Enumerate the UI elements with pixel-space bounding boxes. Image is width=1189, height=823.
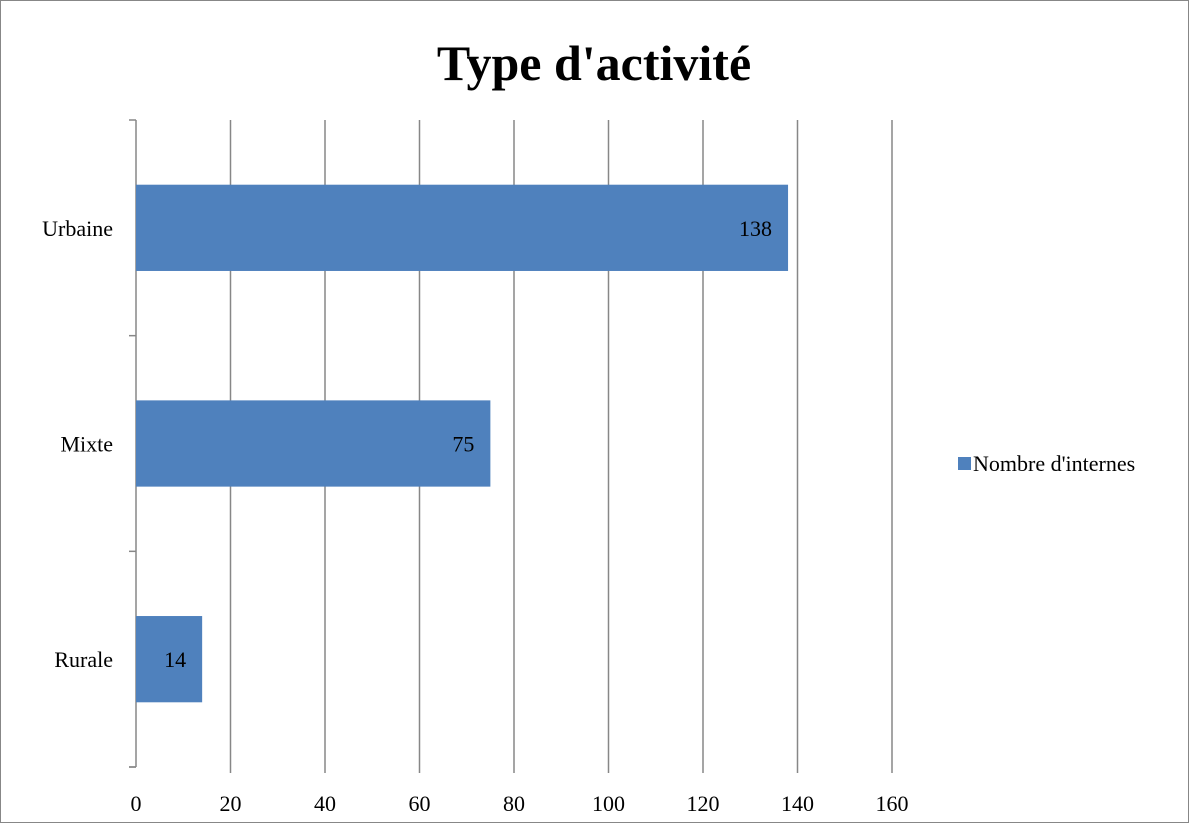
x-tick-label: 20: [220, 791, 242, 816]
category-label: Rurale: [54, 647, 113, 672]
chart-title: Type d'activité: [437, 35, 751, 91]
data-label: 75: [452, 432, 474, 457]
x-tick-label: 120: [687, 791, 720, 816]
bar: [136, 400, 491, 487]
legend-label: Nombre d'internes: [973, 451, 1135, 476]
x-tick-label: 80: [503, 791, 525, 816]
y-axis-category-labels: Urbaine Mixte Rurale: [42, 216, 113, 672]
bar: [136, 616, 203, 703]
x-tick-label: 60: [409, 791, 431, 816]
x-tick-label: 0: [131, 791, 142, 816]
data-labels: 138 75 14: [164, 216, 772, 672]
x-tick-label: 140: [781, 791, 814, 816]
bar: [136, 184, 789, 271]
data-label: 14: [164, 647, 186, 672]
x-tick-label: 40: [314, 791, 336, 816]
category-label: Mixte: [60, 432, 113, 457]
legend: Nombre d'internes: [958, 451, 1135, 476]
category-label: Urbaine: [42, 216, 113, 241]
x-tick-label: 100: [592, 791, 625, 816]
x-tick-label: 160: [876, 791, 909, 816]
bars: [136, 184, 789, 703]
data-label: 138: [739, 216, 772, 241]
x-axis-tick-labels: 0 20 40 60 80 100 120 140 160: [131, 791, 909, 816]
legend-swatch: [958, 457, 971, 470]
